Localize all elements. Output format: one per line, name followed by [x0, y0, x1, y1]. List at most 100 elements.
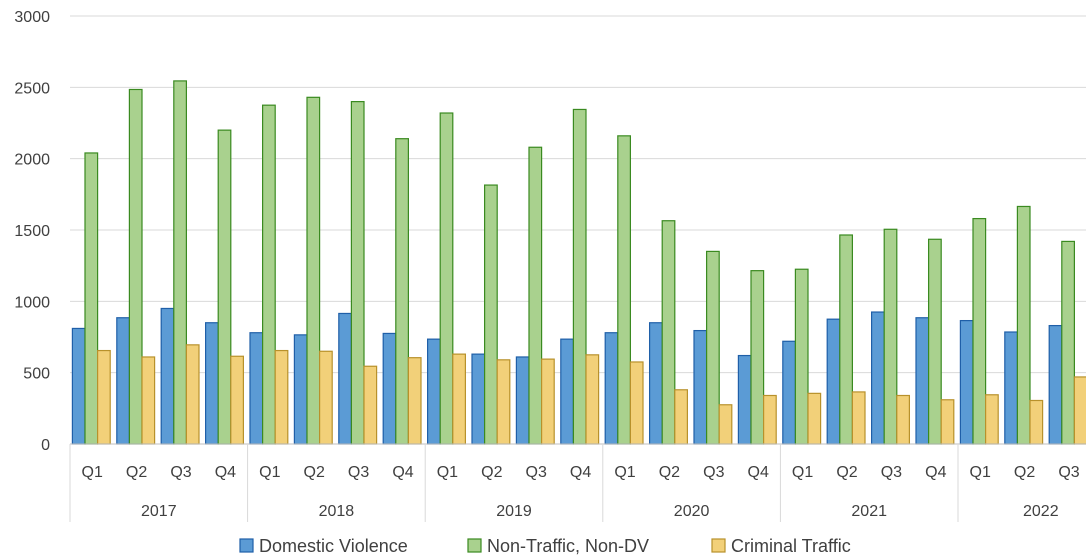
bar-non-traffic-non-dv: [439, 112, 454, 445]
bar-domestic-violence: [782, 340, 796, 445]
x-tick-label-quarter: Q1: [437, 464, 458, 481]
bar-criminal-traffic: [452, 353, 466, 445]
bars: [71, 80, 1086, 445]
x-tick-label-quarter: Q1: [614, 464, 635, 481]
bar-criminal-traffic: [185, 344, 200, 445]
bar-non-traffic-non-dv: [1016, 205, 1031, 445]
bar-non-traffic-non-dv: [350, 100, 365, 445]
bar-domestic-violence: [959, 319, 974, 445]
bar-domestic-violence: [560, 338, 574, 445]
bar-non-traffic-non-dv: [395, 138, 409, 445]
bar-criminal-traffic: [363, 365, 378, 445]
y-axis: 0 500 1000 1500 2000 2500 3000: [14, 9, 50, 454]
bar-domestic-violence: [427, 338, 441, 445]
bar-non-traffic-non-dv: [128, 88, 143, 445]
x-tick-label-quarter: Q3: [170, 464, 191, 481]
bar-domestic-violence: [604, 332, 619, 445]
x-tick-label-quarter: Q1: [970, 464, 991, 481]
x-tick-label-quarter: Q2: [659, 464, 680, 481]
bar-criminal-traffic: [407, 357, 422, 445]
bar-non-traffic-non-dv: [484, 184, 498, 445]
bar-domestic-violence: [826, 318, 841, 445]
x-tick-label-quarter: Q4: [215, 464, 236, 481]
x-tick-label-year: 2019: [496, 503, 532, 520]
x-tick-label-quarter: Q4: [570, 464, 591, 481]
bar-non-traffic-non-dv: [839, 234, 853, 445]
bar-non-traffic-non-dv: [750, 270, 765, 445]
bar-criminal-traffic: [984, 394, 999, 445]
x-tick-label-quarter: Q2: [836, 464, 857, 481]
legend-swatch: [467, 538, 482, 553]
bar-domestic-violence: [205, 322, 219, 445]
bar-criminal-traffic: [1073, 376, 1086, 445]
bar-domestic-violence: [160, 307, 175, 445]
bar-criminal-traffic: [230, 355, 245, 445]
bar-non-traffic-non-dv: [84, 152, 99, 445]
x-tick-label-quarter: Q2: [126, 464, 147, 481]
y-tick-label: 1500: [14, 223, 50, 240]
bar-non-traffic-non-dv: [173, 80, 188, 445]
bar-criminal-traffic: [1029, 399, 1044, 445]
y-tick-label: 0: [41, 437, 50, 454]
legend-swatch: [239, 538, 254, 553]
bar-non-traffic-non-dv: [217, 129, 232, 445]
bar-criminal-traffic: [674, 389, 688, 445]
x-tick-label-quarter: Q1: [82, 464, 103, 481]
bar-non-traffic-non-dv: [883, 228, 898, 445]
x-tick-label-quarter: Q1: [259, 464, 280, 481]
bar-non-traffic-non-dv: [794, 268, 809, 445]
y-tick-label: 1000: [14, 294, 50, 311]
bar-non-traffic-non-dv: [572, 108, 587, 445]
bar-criminal-traffic: [540, 358, 555, 445]
bar-non-traffic-non-dv: [972, 217, 987, 445]
bar-domestic-violence: [1048, 324, 1063, 445]
bar-criminal-traffic: [629, 361, 644, 445]
x-tick-label-year: 2021: [851, 503, 887, 520]
x-tick-label-year: 2020: [674, 503, 710, 520]
bar-criminal-traffic: [274, 349, 289, 445]
bar-domestic-violence: [71, 327, 86, 445]
bar-criminal-traffic: [718, 404, 733, 445]
x-tick-label-quarter: Q3: [1058, 464, 1079, 481]
bar-domestic-violence: [338, 312, 352, 445]
x-tick-label-quarter: Q3: [348, 464, 369, 481]
bar-domestic-violence: [737, 354, 752, 445]
bar-domestic-violence: [1004, 331, 1018, 445]
x-tick-label-year: 2017: [141, 503, 177, 520]
bar-non-traffic-non-dv: [927, 238, 942, 445]
legend-label: Domestic Violence: [259, 536, 408, 556]
x-tick-label-quarter: Q3: [881, 464, 902, 481]
bar-domestic-violence: [515, 356, 530, 445]
bar-non-traffic-non-dv: [705, 250, 720, 445]
bar-domestic-violence: [116, 317, 131, 445]
x-tick-label-quarter: Q2: [481, 464, 502, 481]
y-tick-label: 3000: [14, 9, 50, 26]
x-tick-label-quarter: Q2: [1014, 464, 1035, 481]
bar-domestic-violence: [249, 332, 264, 445]
legend: Domestic Violence Non-Traffic, Non-DV Crim…: [239, 536, 851, 556]
x-tick-label-quarter: Q4: [925, 464, 946, 481]
x-tick-label-quarter: Q3: [526, 464, 547, 481]
bar-criminal-traffic: [940, 399, 955, 445]
y-tick-label: 2000: [14, 152, 50, 169]
bar-non-traffic-non-dv: [661, 220, 676, 445]
bar-criminal-traffic: [585, 354, 600, 445]
bar-domestic-violence: [693, 329, 708, 445]
x-tick-label-quarter: Q4: [748, 464, 769, 481]
legend-swatch: [711, 538, 726, 553]
bar-non-traffic-non-dv: [617, 135, 631, 445]
legend-label: Non-Traffic, Non-DV: [487, 536, 649, 556]
x-tick-label-year: 2022: [1023, 503, 1059, 520]
x-tick-label-quarter: Q1: [792, 464, 813, 481]
bar-domestic-violence: [471, 353, 486, 445]
bar-non-traffic-non-dv: [1061, 240, 1076, 445]
bar-non-traffic-non-dv: [528, 146, 543, 445]
bar-criminal-traffic: [96, 349, 111, 445]
bar-domestic-violence: [382, 332, 397, 445]
bar-domestic-violence: [915, 317, 930, 445]
bar-criminal-traffic: [141, 356, 156, 445]
bar-non-traffic-non-dv: [306, 96, 321, 445]
y-tick-label: 500: [23, 366, 50, 383]
bar-domestic-violence: [648, 322, 663, 445]
